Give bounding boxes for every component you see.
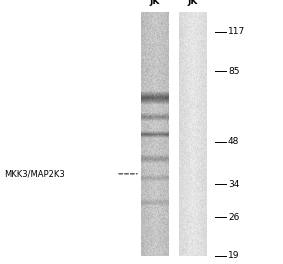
Text: 117: 117 xyxy=(228,27,245,36)
Text: JK: JK xyxy=(150,0,160,6)
Text: 34: 34 xyxy=(228,180,239,189)
Text: 48: 48 xyxy=(228,137,239,146)
Text: MKK3/MAP2K3: MKK3/MAP2K3 xyxy=(4,169,65,178)
Text: 19: 19 xyxy=(228,252,239,261)
Text: JK: JK xyxy=(188,0,198,6)
Text: 85: 85 xyxy=(228,67,239,76)
Text: 26: 26 xyxy=(228,213,239,222)
